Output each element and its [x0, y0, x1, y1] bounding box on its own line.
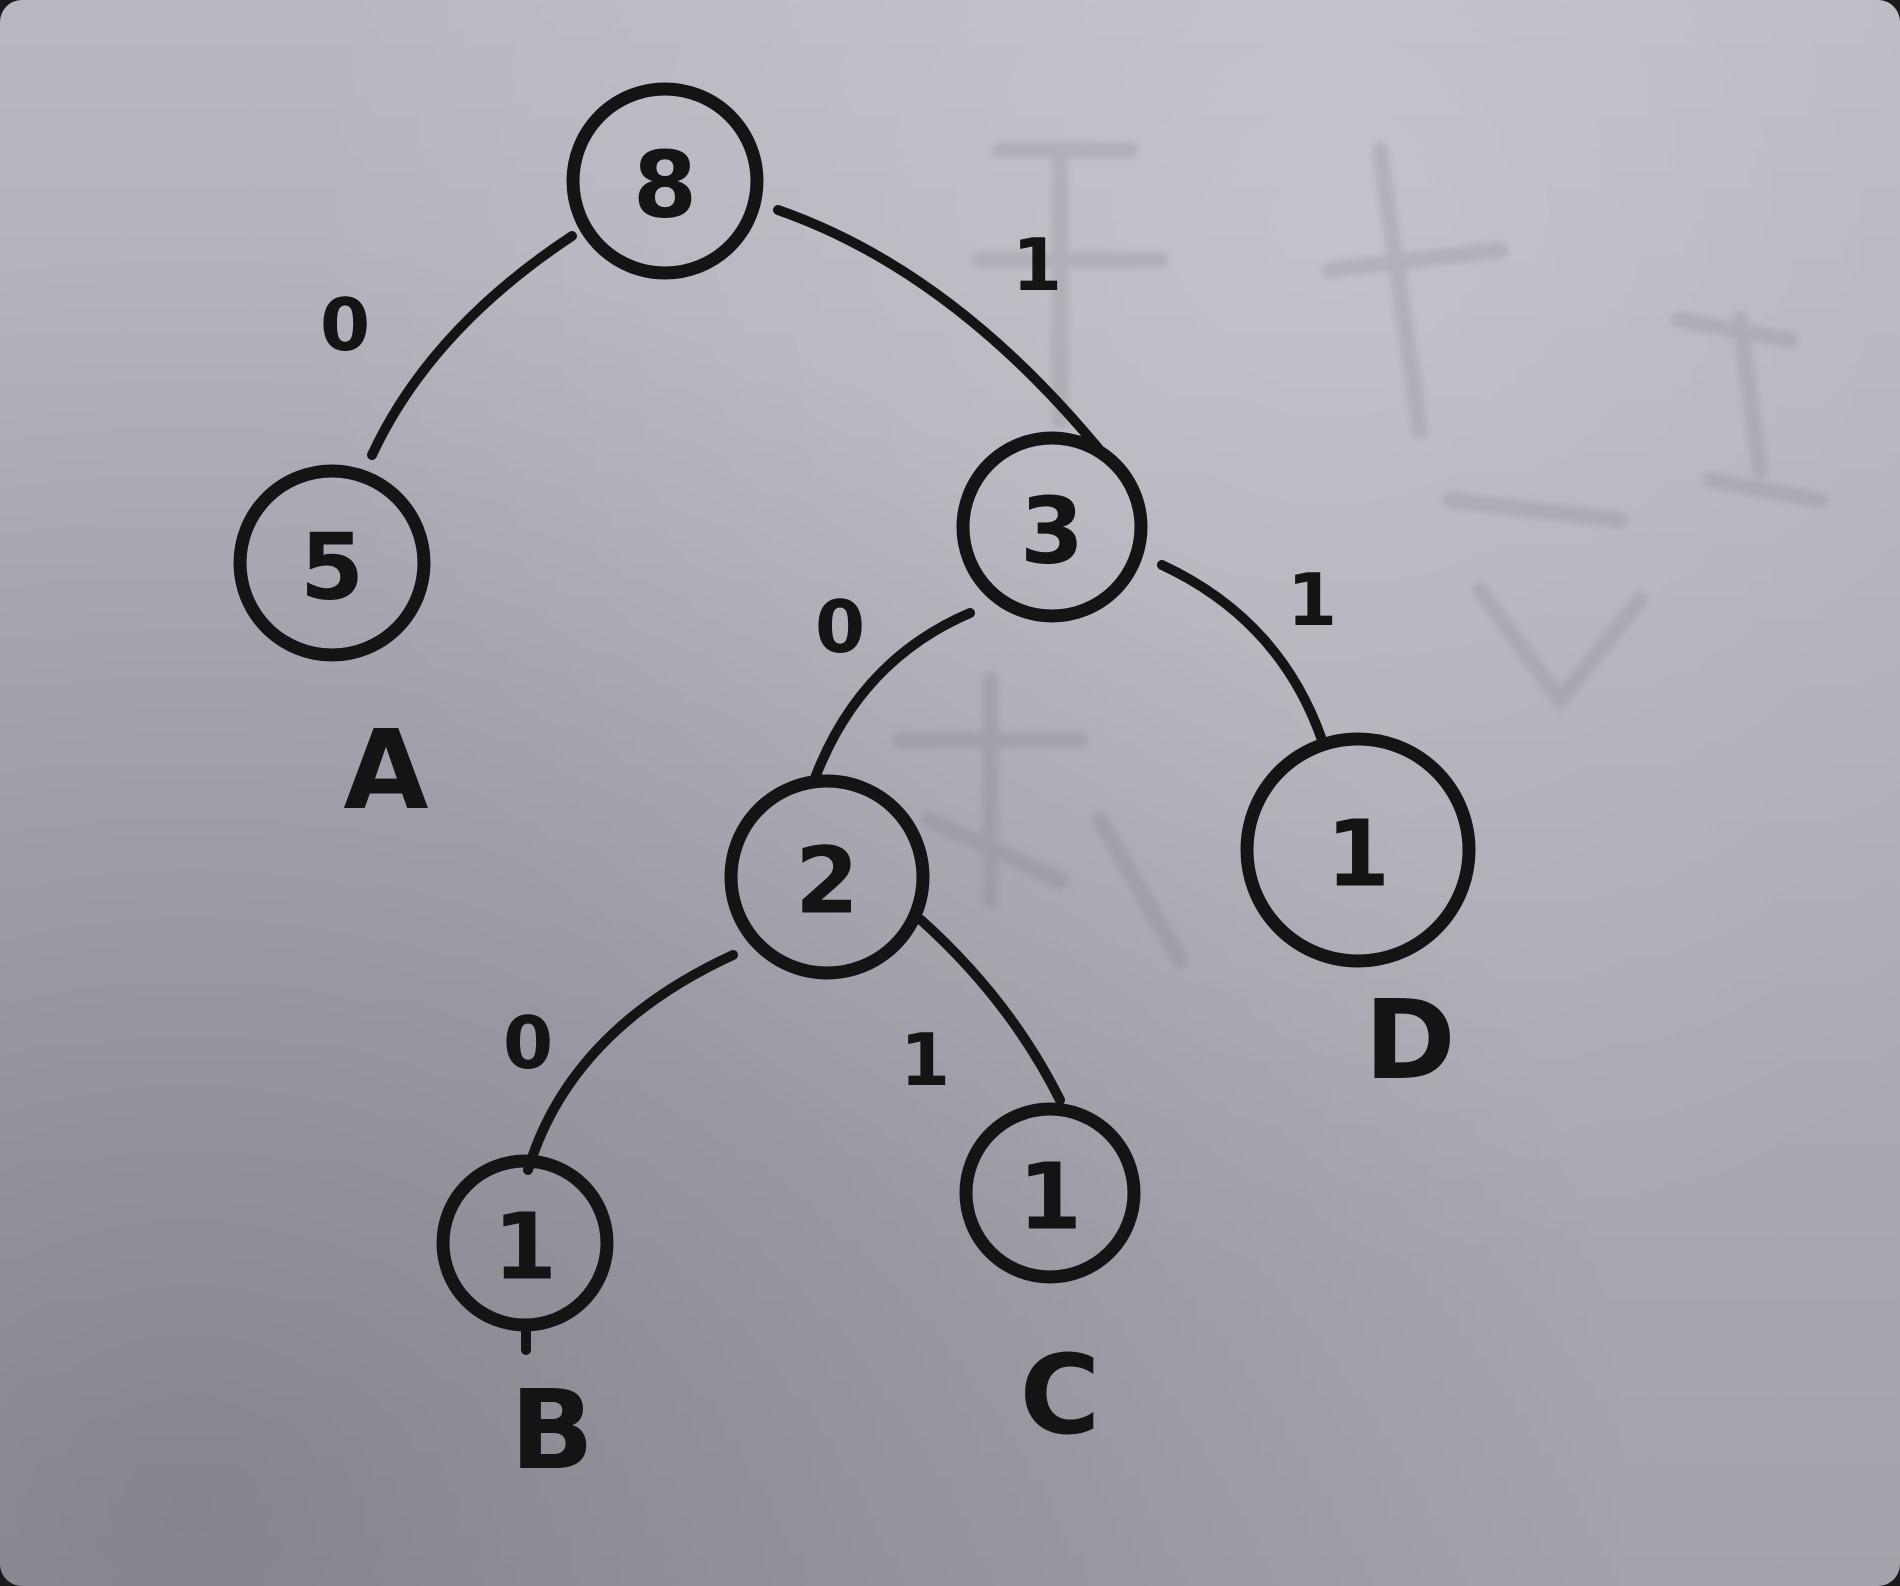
- edge-3-to-2: [810, 608, 975, 783]
- edge-bit-2-c: 1: [900, 1018, 950, 1102]
- node-b: 1: [436, 1154, 614, 1332]
- leaf-label-a: A: [343, 706, 428, 834]
- edge-root-to-a: [367, 231, 577, 460]
- edge-bit-root-a: 0: [320, 283, 370, 367]
- edge-bit-3-d: 1: [1287, 558, 1337, 642]
- node-3-value: 3: [1020, 478, 1084, 585]
- leaf-label-d: D: [1364, 976, 1455, 1104]
- edge-bit-3-2: 0: [815, 585, 865, 669]
- leaf-label-b: B: [510, 1366, 594, 1494]
- edge-3-to-d: [1157, 560, 1327, 745]
- edge-bit-root-3: 1: [1012, 223, 1062, 307]
- node-b-value: 1: [493, 1194, 557, 1301]
- node-root: 8: [566, 82, 764, 280]
- node-a-value: 5: [300, 514, 364, 621]
- edge-bit-2-b: 0: [503, 1001, 553, 1085]
- node-root-value: 8: [633, 132, 697, 239]
- node-d: 1: [1240, 732, 1476, 968]
- edge-root-to-3: [773, 205, 1103, 453]
- node-c-value: 1: [1018, 1144, 1082, 1251]
- leaf-label-c: C: [1020, 1331, 1101, 1459]
- node-a: 5: [233, 464, 431, 662]
- node-c: 1: [959, 1102, 1141, 1284]
- node-2-value: 2: [795, 828, 859, 935]
- node-d-value: 1: [1326, 801, 1390, 908]
- edge-2-to-b: [523, 950, 738, 1175]
- edge-2-to-c: [916, 915, 1065, 1105]
- node-3: 3: [956, 431, 1148, 623]
- node-2: 2: [724, 774, 930, 980]
